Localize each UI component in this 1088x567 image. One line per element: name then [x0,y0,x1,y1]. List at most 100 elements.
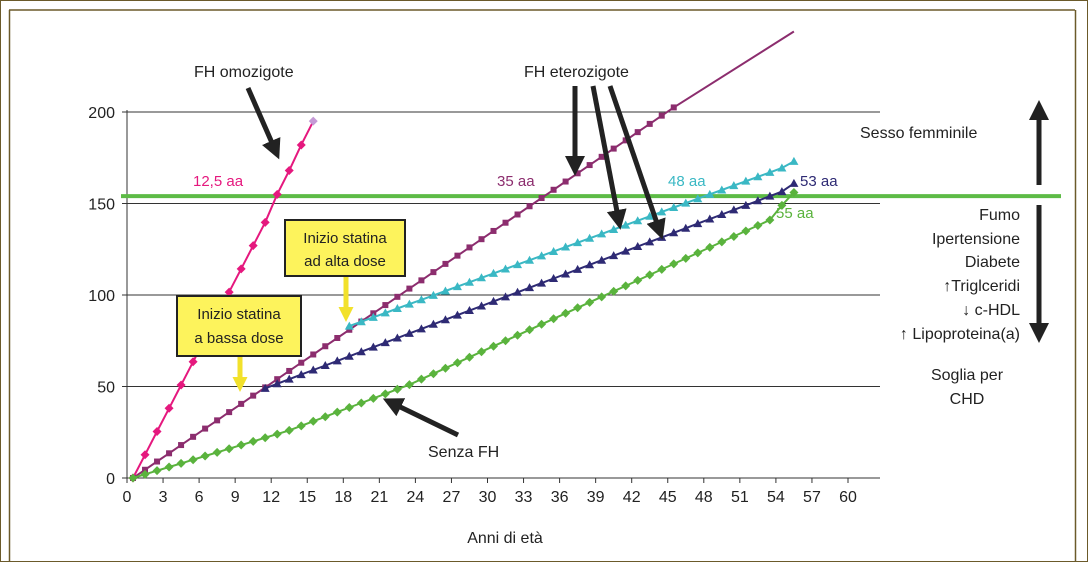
point-ete48-4 [392,304,402,313]
point-ete35-23 [406,285,413,292]
point-ete35-13 [286,367,293,374]
y-tick-label-3: 150 [88,197,115,214]
point-ete35-33 [526,203,533,210]
point-senza-25 [428,369,438,379]
point-ete35-30 [490,227,497,234]
point-ete35-12 [274,376,281,383]
point-ete35-7 [214,417,221,424]
point-ete53-0 [260,383,270,392]
x-tick-label-18: 54 [767,489,785,506]
point-senza-24 [416,374,426,384]
point-ete48-29 [693,194,703,203]
point-ete35-24 [418,277,425,284]
point-ete53-19 [489,296,499,305]
point-ete53-38 [717,209,727,218]
point-ete48-32 [729,181,739,190]
point-ete53-5 [320,360,330,369]
point-ete35-40 [610,145,617,152]
point-senza-13 [284,425,294,435]
point-omo-13 [284,166,294,176]
point-senza-32 [513,330,523,340]
point-omo-8 [224,287,234,297]
point-senza-11 [260,433,270,443]
box-statina-alta-line2: ad alta dose [304,253,386,270]
point-ete48-9 [452,282,462,291]
x-tick-label-17: 51 [731,489,749,506]
point-ete35-37 [574,170,581,177]
point-ete53-9 [368,342,378,351]
point-ete35-42 [634,129,641,136]
point-senza-55 [789,188,799,198]
point-omo-5 [188,357,198,367]
point-ete48-18 [561,242,571,251]
point-senza-28 [464,352,474,362]
y-tick-label-1: 50 [97,380,115,397]
point-senza-7 [212,447,222,457]
label-soglia-1: CHD [950,391,985,408]
x-tick-label-12: 36 [551,489,569,506]
point-senza-38 [585,297,595,307]
point-senza-42 [633,275,643,285]
label-age-55: 55 aa [776,205,814,222]
point-ete35-15 [310,351,317,358]
point-ete53-6 [332,356,342,365]
point-ete35-26 [442,260,449,267]
box-statina-alta-line1: Inizio statina [303,230,387,247]
point-senza-10 [248,436,258,446]
point-omo-11 [260,217,270,227]
point-senza-3 [164,462,174,472]
x-tick-label-3: 9 [231,489,240,506]
point-ete53-32 [645,237,655,246]
point-ete53-1 [272,379,282,388]
point-ete53-34 [669,228,679,237]
point-ete48-37 [789,156,799,165]
point-ete35-28 [466,244,473,251]
annotation-arrows [232,85,1049,438]
x-tick-label-14: 42 [623,489,641,506]
y-tick-label-0: 0 [106,471,115,488]
point-senza-35 [549,314,559,324]
point-ete53-42 [765,191,775,200]
box-statina-alta [284,219,406,277]
point-ete53-21 [513,287,523,296]
point-ete48-16 [537,251,547,260]
point-ete48-20 [585,233,595,242]
point-senza-36 [561,308,571,318]
x-tick-label-2: 6 [195,489,204,506]
point-ete53-18 [476,301,486,310]
label-age-omo: 12,5 aa [193,173,244,190]
point-omo-1 [140,450,150,460]
point-ete53-20 [501,292,511,301]
point-senza-39 [597,292,607,302]
point-ete35-17 [334,335,341,342]
point-senza-12 [272,429,282,439]
point-senza-21 [380,389,390,399]
point-ete48-1 [356,317,366,326]
point-senza-2 [152,466,162,476]
point-senza-47 [693,248,703,258]
point-ete53-3 [296,370,306,379]
point-ete35-9 [238,400,245,407]
point-ete48-26 [657,207,667,216]
point-ete48-15 [525,255,535,264]
point-ete35-32 [514,211,521,218]
point-ete53-10 [380,338,390,347]
label-fattore-4: ↓ c-HDL [962,302,1020,319]
point-senza-29 [476,347,486,357]
point-senza-53 [765,215,775,225]
arrow-omozigote [245,86,281,160]
point-omo-3 [164,403,174,413]
point-senza-49 [717,237,727,247]
x-tick-label-6: 18 [334,489,352,506]
point-senza-37 [573,303,583,313]
point-ete48-14 [513,260,523,269]
label-senza: Senza FH [428,444,499,461]
label-sesso: Sesso femminile [860,125,977,142]
point-ete53-43 [777,187,787,196]
point-ete48-36 [777,163,787,172]
point-ete35-6 [202,425,209,432]
point-senza-31 [501,336,511,346]
point-ete53-7 [344,351,354,360]
point-ete53-35 [681,223,691,232]
